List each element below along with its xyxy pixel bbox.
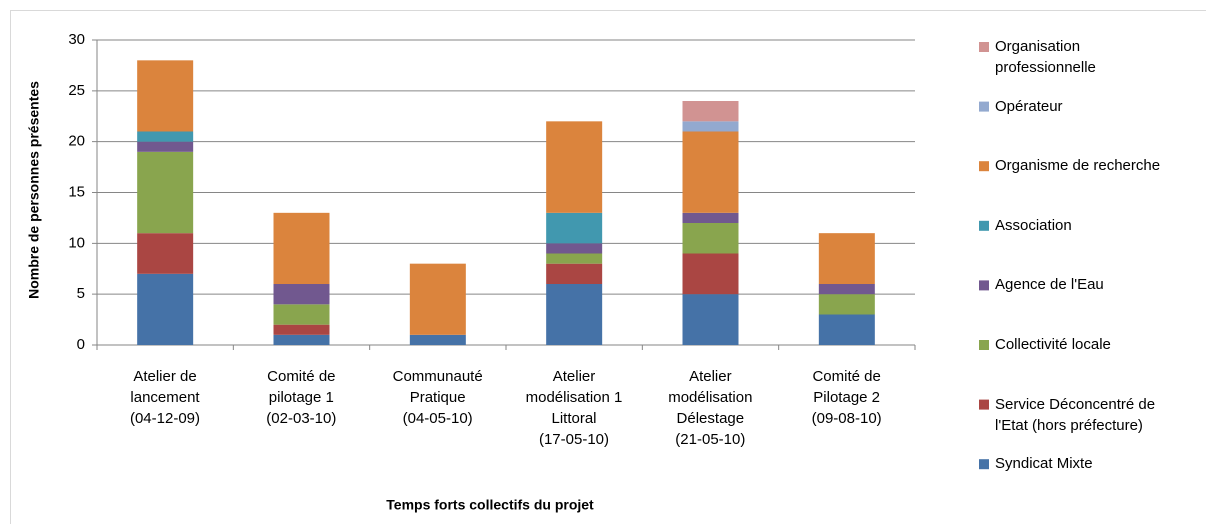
bar-segment (273, 212, 330, 284)
chart-border (10, 10, 1206, 524)
y-tick-label: 10 (68, 234, 85, 251)
bar-segment (273, 304, 330, 325)
legend-label: Collectivité locale (995, 336, 1111, 353)
y-tick-label: 5 (77, 285, 85, 302)
legend-label: Organisme de recherche (995, 157, 1161, 175)
bar-segment (682, 212, 739, 223)
legend-label: Agence de l'Eau (995, 276, 1104, 294)
bar-segment (137, 233, 194, 274)
bar-segment (682, 131, 739, 213)
bar-segment (682, 223, 739, 254)
bar-segment (273, 324, 330, 335)
bar-segment (137, 141, 194, 152)
bar-segment (273, 284, 330, 305)
legend-marker (979, 161, 989, 172)
x-tick-label: Atelier modélisation 1 Littoral (17-05-1… (525, 368, 623, 448)
y-tick-label: 0 (77, 336, 85, 353)
legend-marker (979, 280, 989, 291)
legend-label: Association (995, 216, 1072, 234)
bar-segment (682, 294, 739, 345)
bar-segment (682, 253, 739, 295)
legend-label: Organisation professionnelle (995, 38, 1096, 76)
x-tick-label: Comité de pilotage 1 (02-03-10) (266, 368, 337, 427)
x-tick-label: Atelier de lancement (04-12-09) (129, 368, 201, 427)
bar-segment (409, 263, 466, 335)
bar-segment (409, 334, 466, 345)
x-tick-label: Atelier modélisation Délestage (21-05-10… (668, 368, 753, 448)
bar-segment (546, 284, 603, 345)
y-tick-label: 30 (68, 31, 85, 48)
bar-segment (137, 273, 194, 345)
bar-segment (546, 263, 603, 284)
bar-segment (818, 284, 875, 295)
x-tick-label: Comité de Pilotage 2 (09-08-10) (811, 368, 882, 427)
legend-marker (979, 220, 989, 231)
y-tick-label: 15 (68, 183, 85, 200)
bar-segment (137, 151, 194, 234)
legend-marker (979, 101, 989, 112)
legend-marker (979, 42, 989, 52)
legend-marker (979, 340, 989, 350)
legend-label: Service Déconcentré de l'Etat (hors préf… (995, 395, 1156, 434)
bar-segment (818, 314, 875, 345)
y-tick-label: 20 (68, 133, 85, 150)
legend-label: Opérateur (995, 97, 1063, 115)
legend-marker (979, 459, 989, 470)
bar-segment (546, 253, 603, 264)
y-axis-title: Nombre de personnes présentes (26, 81, 42, 299)
bar-segment (818, 233, 875, 284)
x-tick-label: Communauté Pratique (04-05-10) (392, 368, 483, 427)
bar-segment (273, 334, 330, 345)
bar-segment (137, 60, 194, 132)
legend-marker (979, 399, 989, 410)
bar-segment (818, 294, 875, 315)
bar-segment (682, 101, 739, 122)
y-tick-label: 25 (68, 82, 85, 99)
bar-segment (137, 131, 194, 142)
bar-segment (546, 212, 603, 244)
x-axis-title: Temps forts collectifs du projet (386, 497, 594, 513)
bar-segment (682, 121, 739, 132)
bar-segment (546, 243, 603, 254)
bar-segment (546, 121, 603, 213)
legend-label: Syndicat Mixte (995, 455, 1093, 473)
